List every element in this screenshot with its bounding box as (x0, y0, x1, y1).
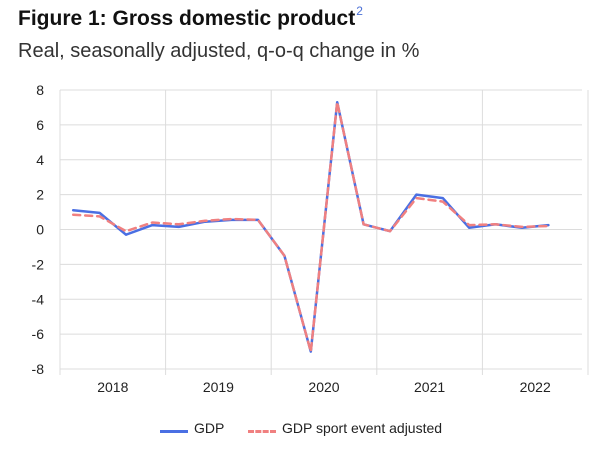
legend-swatch (160, 430, 188, 433)
y-tick-label: 6 (36, 117, 44, 133)
chart-title-text: Figure 1: Gross domestic product (18, 7, 356, 30)
x-tick-label: 2020 (308, 379, 339, 395)
y-tick-label: 4 (36, 152, 44, 168)
legend-swatch (248, 430, 276, 433)
y-tick-label: -6 (32, 326, 45, 342)
x-tick-label: 2019 (203, 379, 234, 395)
y-tick-label: 8 (36, 82, 44, 98)
y-tick-label: -8 (32, 361, 45, 377)
chart-legend: GDP GDP sport event adjusted (0, 420, 600, 444)
y-tick-label: -4 (32, 291, 45, 307)
series-line-sport-adjusted (71, 100, 550, 353)
series-line-gdp (71, 100, 550, 353)
chart-title: Figure 1: Gross domestic product2 (18, 4, 363, 31)
x-tick-label: 2018 (97, 379, 128, 395)
gdp-line-chart: 8 6 4 2 0 -2 -4 -6 -8 2018 2019 2020 2021 2022 (32, 82, 589, 395)
x-tick-label: 2021 (414, 379, 445, 395)
legend-label: GDP sport event adjusted (282, 420, 443, 436)
y-tick-label: -2 (32, 256, 45, 272)
x-tick-label: 2022 (520, 379, 551, 395)
footnote-reference[interactable]: 2 (356, 4, 363, 18)
chart-subtitle: Real, seasonally adjusted, q-o-q change … (18, 40, 420, 62)
y-tick-label: 0 (36, 222, 44, 238)
y-tick-label: 2 (36, 187, 44, 203)
legend-label: GDP (194, 420, 225, 436)
